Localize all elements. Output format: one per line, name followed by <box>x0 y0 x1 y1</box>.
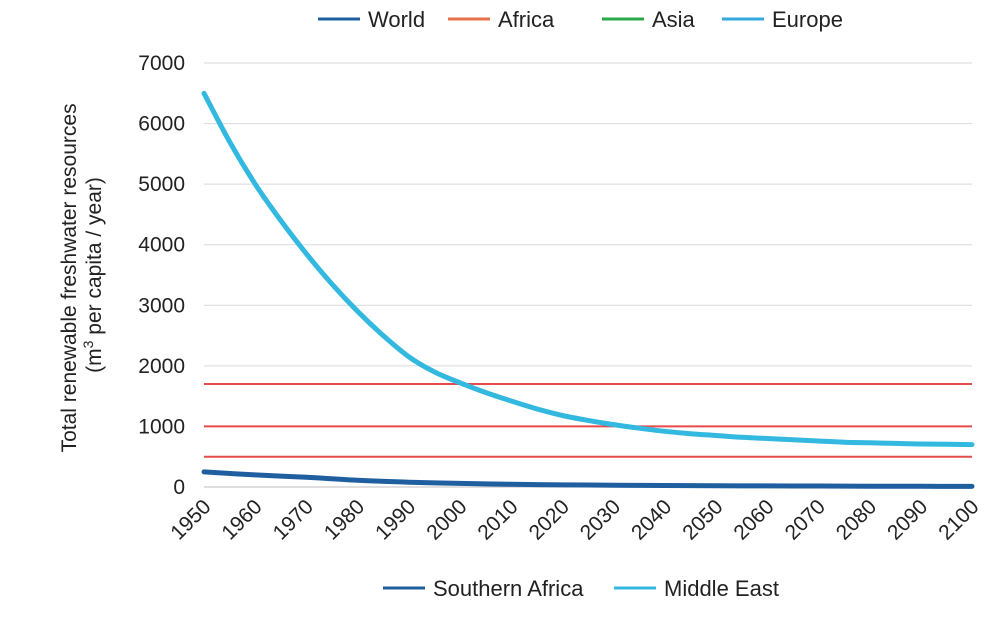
x-tick-label: 1950 <box>166 495 215 544</box>
x-tick-label: 2050 <box>678 495 727 544</box>
x-tick-label: 2100 <box>934 495 983 544</box>
y-tick-label: 5000 <box>138 173 185 196</box>
series-line-southern-africa <box>201 469 975 489</box>
y-tick-label: 3000 <box>138 294 185 317</box>
legend-label-asia: Asia <box>652 7 696 32</box>
x-tick-label: 2010 <box>473 495 522 544</box>
y-axis-title-line1: Total renewable freshwater resources <box>58 103 81 452</box>
y-axis-title-suffix: per capita / year) <box>83 177 106 340</box>
x-tick-label: 2080 <box>832 495 881 544</box>
x-tick-label: 1970 <box>269 495 318 544</box>
legend-bottom: Southern Africa Middle East <box>383 576 779 601</box>
x-tick-label: 1980 <box>320 495 369 544</box>
y-tick-label: 1000 <box>138 415 185 438</box>
legend-label-world: World <box>368 7 425 32</box>
y-tick-label: 7000 <box>138 52 185 75</box>
y-tick-label: 6000 <box>138 113 185 136</box>
legend-label-southern-africa: Southern Africa <box>433 576 584 601</box>
y-axis-title-line2: (m3 per capita / year) <box>80 177 106 373</box>
y-axis-title-superscript: 3 <box>80 340 96 348</box>
y-tick-label: 4000 <box>138 234 185 257</box>
x-tick-label: 2020 <box>525 495 574 544</box>
x-tick-label: 2030 <box>576 495 625 544</box>
y-tick-label: 0 <box>173 476 185 499</box>
series-lines <box>201 90 975 489</box>
legend-label-europe: Europe <box>772 7 843 32</box>
x-tick-label: 1960 <box>217 495 266 544</box>
y-tick-label: 2000 <box>138 355 185 378</box>
threshold-lines <box>204 383 972 458</box>
legend-label-africa: Africa <box>498 7 555 32</box>
x-axis-ticks: 1950 1960 1970 1980 1990 2000 2010 2020 2030 2040… <box>166 495 983 544</box>
x-tick-label: 2040 <box>627 495 676 544</box>
y-axis-title: Total renewable freshwater resources (m3… <box>58 98 106 453</box>
x-tick-label: 2060 <box>729 495 778 544</box>
legend-top: World Africa Asia Europe <box>318 7 843 32</box>
x-tick-label: 2000 <box>422 495 471 544</box>
legend-label-middle-east: Middle East <box>664 576 779 601</box>
series-line-middle-east <box>201 90 975 448</box>
x-tick-label: 1990 <box>371 495 420 544</box>
x-tick-label: 2090 <box>883 495 932 544</box>
y-axis-title-prefix: (m <box>83 348 106 373</box>
gridlines <box>204 62 972 488</box>
x-tick-label: 2070 <box>781 495 830 544</box>
y-axis-ticks: 0 1000 2000 3000 4000 5000 6000 7000 <box>138 52 185 499</box>
